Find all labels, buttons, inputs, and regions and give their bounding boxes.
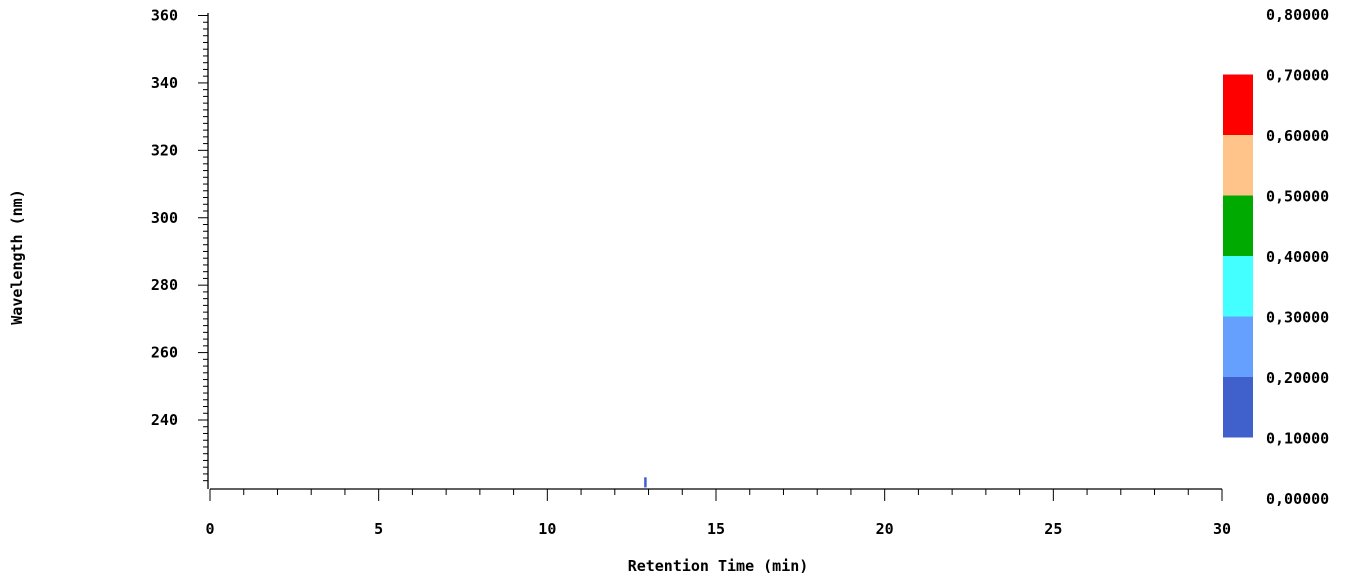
y-tick-label: 340 [151,74,178,92]
colorbar-band [1223,377,1253,438]
x-tick-label: 25 [1044,520,1062,538]
x-tick-label: 30 [1213,520,1231,538]
colorbar-band [1223,317,1253,378]
y-tick-label: 240 [151,411,178,429]
color-scale-legend: 0,80000 0,70000 0,60000 0,50000 0,40000 0,300… [1223,6,1329,508]
y-axis-title: Wavelength (nm) [8,189,26,324]
y-tick-label: 320 [151,141,178,159]
colorbar-label: 0,10000 [1266,430,1329,448]
colorbar-label: 0,40000 [1266,248,1329,266]
colorbar-band [1223,75,1253,136]
y-tick-label: 300 [151,209,178,227]
colorbar-band [1223,135,1253,196]
x-tick-label: 10 [538,520,556,538]
colorbar-label: 0,60000 [1266,127,1329,145]
y-tick-label: 260 [151,344,178,362]
colorbar-band [1223,256,1253,317]
x-axis-title: Retention Time (min) [628,557,809,575]
colorbar-label: 0,30000 [1266,309,1329,327]
x-tick-label: 15 [707,520,725,538]
colorbar-label: 0,50000 [1266,188,1329,206]
x-tick-label: 20 [876,520,894,538]
colorbar-label: 0,20000 [1266,369,1329,387]
colorbar-label: 0,80000 [1266,6,1329,24]
x-tick-label: 5 [374,520,383,538]
colorbar-label: 0,70000 [1266,67,1329,85]
colorbar-label: 0,00000 [1266,490,1329,508]
peak-marks [644,477,647,487]
colorbar-band [1223,196,1253,257]
y-tick-label: 280 [151,276,178,294]
peak-mark [644,477,647,487]
y-tick-label: 360 [151,7,178,25]
x-tick-label: 0 [205,520,214,538]
